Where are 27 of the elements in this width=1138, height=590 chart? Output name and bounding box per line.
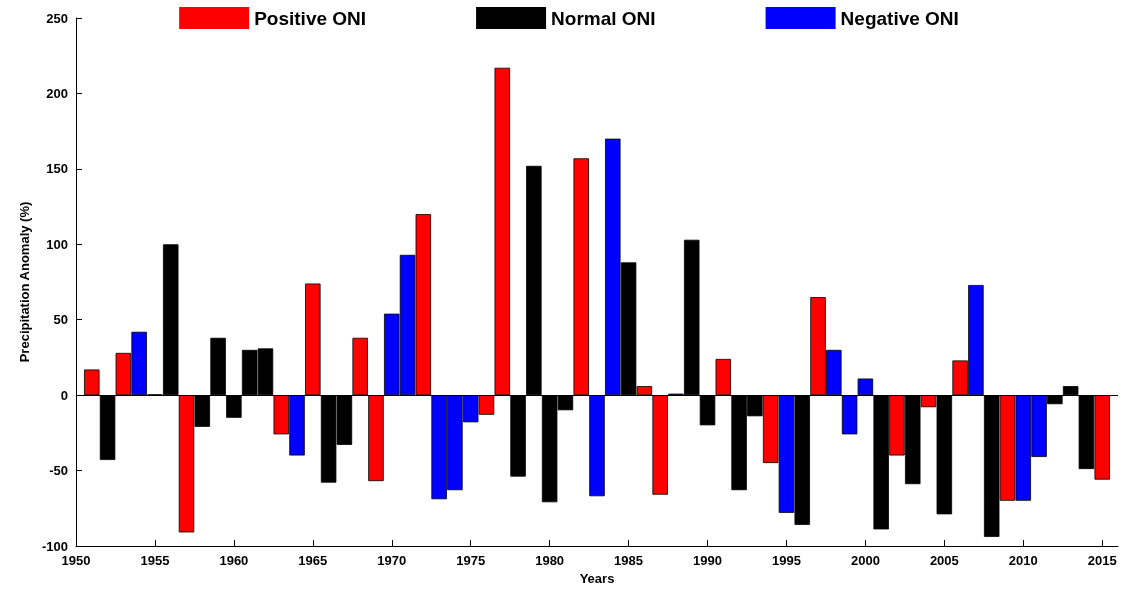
x-tick-label: 1985 xyxy=(614,553,644,568)
x-tick-label: 1970 xyxy=(377,553,407,568)
y-tick-label: 0 xyxy=(60,387,68,403)
y-tick-label: 200 xyxy=(46,85,68,101)
y-tick-label: 150 xyxy=(46,161,68,177)
x-tick-label: 2010 xyxy=(1008,553,1038,568)
x-tick-label: 1980 xyxy=(535,553,565,568)
y-tick-label: -50 xyxy=(49,463,68,479)
y-tick-label: -100 xyxy=(41,538,68,554)
x-tick-label: 2015 xyxy=(1087,553,1117,568)
legend-label: Normal ONI xyxy=(551,7,656,29)
x-tick-label: 1955 xyxy=(140,553,170,568)
x-tick-label: 1960 xyxy=(219,553,249,568)
x-axis-title: Years xyxy=(579,571,615,586)
x-tick-label: 2000 xyxy=(850,553,880,568)
y-tick-label: 250 xyxy=(46,10,68,26)
legend-label: Negative ONI xyxy=(840,7,959,29)
y-tick-label: 50 xyxy=(53,312,68,328)
x-tick-label: 1995 xyxy=(771,553,801,568)
x-tick-label: 1950 xyxy=(61,553,91,568)
x-tick-label: 1990 xyxy=(693,553,722,568)
legend-label: Positive ONI xyxy=(254,7,367,29)
x-tick-label: 1975 xyxy=(456,553,486,568)
x-tick-label: 1965 xyxy=(298,553,328,568)
x-tick-label: 2005 xyxy=(929,553,959,568)
y-axis-title: Precipitation Anomaly (%) xyxy=(17,201,33,363)
y-tick-label: 100 xyxy=(46,236,68,252)
